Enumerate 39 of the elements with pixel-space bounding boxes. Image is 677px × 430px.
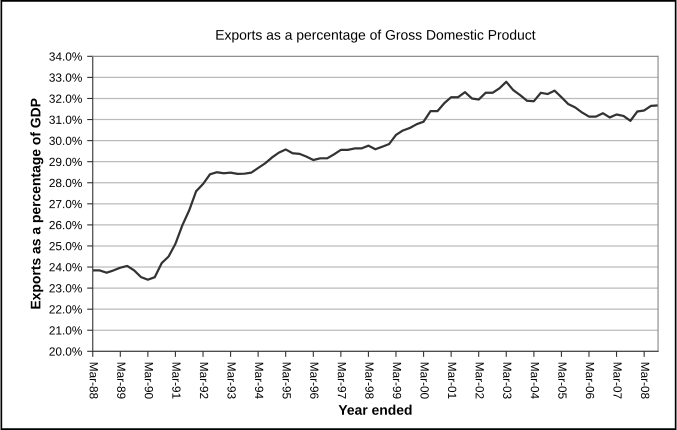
- x-tick-label: Mar-04: [530, 362, 540, 399]
- x-tick-label: Mar-96: [310, 362, 318, 399]
- x-tick-label: Mar-07: [613, 362, 622, 399]
- y-tick-label: 32.0%: [49, 94, 82, 103]
- y-tick-label: 20.0%: [49, 347, 82, 356]
- y-tick-label: 31.0%: [49, 116, 82, 124]
- y-tick-label: 27.0%: [49, 200, 82, 208]
- x-tick-label: Mar-05: [558, 362, 567, 399]
- y-tick-label: 24.0%: [49, 263, 82, 272]
- x-tick-label: Mar-91: [172, 362, 181, 399]
- x-tick-label: Mar-08: [640, 362, 650, 399]
- x-tick-label: Mar-94: [254, 362, 264, 399]
- x-tick-label: Mar-88: [90, 362, 98, 399]
- x-tick-label: Mar-01: [448, 362, 456, 399]
- x-tick-label: Mar-89: [117, 362, 126, 399]
- x-tick-label: Mar-99: [392, 362, 402, 399]
- x-tick-label: Mar-02: [476, 362, 484, 399]
- y-tick-label: 22.0%: [49, 305, 82, 314]
- y-tick-label: 33.0%: [49, 73, 82, 82]
- x-tick-label: Mar-06: [586, 362, 594, 399]
- chart-title: Exports as a percentage of Gross Domestic Product: [216, 30, 536, 43]
- x-tick-label: Mar-98: [365, 362, 374, 399]
- x-tick-label: Mar-90: [144, 362, 154, 399]
- x-tick-label: Mar-03: [503, 362, 512, 399]
- y-axis-title: Exports as a percentage of GDP: [30, 98, 44, 309]
- y-tick-label: 26.0%: [49, 220, 82, 230]
- x-tick-label: Mar-00: [420, 362, 429, 399]
- y-tick-label: 34.0%: [49, 52, 82, 61]
- y-tick-label: 28.0%: [49, 178, 82, 188]
- y-tick-label: 30.0%: [49, 136, 82, 146]
- y-tick-label: 23.0%: [49, 284, 82, 292]
- x-tick-label: Mar-97: [338, 362, 346, 399]
- y-tick-label: 25.0%: [49, 242, 82, 250]
- x-tick-label: Mar-95: [282, 362, 291, 399]
- x-tick-label: Mar-92: [200, 362, 208, 399]
- y-tick-label: 29.0%: [49, 158, 82, 166]
- y-tick-label: 21.0%: [49, 326, 82, 335]
- x-tick-label: Mar-93: [227, 362, 236, 399]
- x-axis-title: Year ended: [338, 404, 412, 415]
